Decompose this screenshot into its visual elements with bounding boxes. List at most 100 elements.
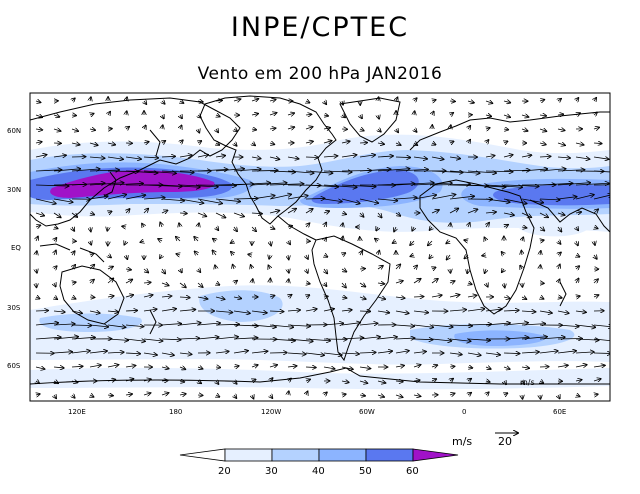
wind-vector-arrow-icon <box>410 255 414 256</box>
wind-vector-arrow-icon <box>557 170 585 171</box>
wind-vector-arrow-icon <box>377 311 389 313</box>
wind-vector-arrow-icon <box>395 281 403 283</box>
lat-label-30n: 30N <box>7 186 21 194</box>
wind-vector-arrow-icon <box>179 353 192 354</box>
wind-vector-arrow-icon <box>269 128 276 129</box>
wind-vector-arrow-icon <box>89 157 105 158</box>
wind-vector-arrow-icon <box>269 184 304 185</box>
wind-vector-arrow-icon <box>594 112 597 115</box>
wind-vector-arrow-icon <box>359 323 378 325</box>
wind-vector-arrow-icon <box>125 353 140 354</box>
wind-vector-arrow-icon <box>216 143 219 145</box>
wind-vector-arrow-icon <box>215 265 216 269</box>
wind-vector-arrow-icon <box>593 157 609 159</box>
wind-vector-arrow-icon <box>393 241 396 243</box>
wind-vector-arrow-icon <box>324 268 327 274</box>
wind-vector-arrow-icon <box>486 392 489 395</box>
wind-vector-arrow-icon <box>377 266 383 269</box>
wind-vector-arrow-icon <box>467 324 491 325</box>
wind-vector-arrow-icon <box>485 115 491 116</box>
reference-vector-value: 20 <box>498 435 512 448</box>
wind-vector-arrow-icon <box>143 309 157 311</box>
wind-vector-arrow-icon <box>89 129 95 130</box>
wind-vector-arrow-icon <box>252 379 256 381</box>
wind-vector-arrow-icon <box>414 265 417 269</box>
wind-vector-arrow-icon <box>251 99 258 101</box>
wind-vector-arrow-icon <box>341 155 357 157</box>
wind-vector-arrow-icon <box>341 367 353 369</box>
wind-vector-arrow-icon <box>72 227 74 231</box>
wind-vector-arrow-icon <box>485 101 493 103</box>
wind-vector-arrow-icon <box>323 211 329 213</box>
wind-vector-arrow-icon <box>233 265 234 270</box>
wind-vector-arrow-icon <box>540 297 544 299</box>
colorbar-segment-40-50 <box>318 448 367 462</box>
wind-vector-arrow-icon <box>593 338 610 342</box>
wind-vector-arrow-icon <box>140 241 144 242</box>
longitude-axis: 120E 180 120W 60W 0 60E <box>68 408 566 416</box>
wind-vector-arrow-icon <box>359 198 378 203</box>
map-frame <box>29 92 611 402</box>
wind-vector-arrow-icon <box>521 115 529 117</box>
wind-vector-arrow-icon <box>485 198 510 202</box>
wind-vector-arrow-icon <box>449 157 460 159</box>
wind-vector-arrow-icon <box>180 269 182 273</box>
wind-vector-arrow-icon <box>557 213 565 215</box>
wind-vector-arrow-icon <box>593 325 610 327</box>
wind-vector-arrow-icon <box>449 339 471 341</box>
wind-vector-arrow-icon <box>503 337 529 339</box>
wind-vector-arrow-icon <box>323 323 343 325</box>
wind-vector-arrow-icon <box>467 353 481 355</box>
wind-vector-arrow-icon <box>503 297 510 298</box>
wind-vector-arrow-icon <box>324 222 326 228</box>
wind-vector-arrow-icon <box>575 157 590 159</box>
wind-vector-arrow-icon <box>107 296 114 297</box>
wind-vector-arrow-icon <box>306 379 310 381</box>
wind-vector-arrow-icon <box>414 143 417 145</box>
lon-label-180: 180 <box>169 408 182 416</box>
wind-vector-arrow-icon <box>540 251 541 255</box>
wind-vector-arrow-icon <box>521 227 527 228</box>
wind-vector-arrow-icon <box>180 115 182 118</box>
wind-vector-arrow-icon <box>449 208 458 214</box>
wind-vector-arrow-icon <box>521 297 526 299</box>
wind-vector-arrow-icon <box>234 281 237 283</box>
wind-vector-arrow-icon <box>378 97 379 101</box>
wind-vector-arrow-icon <box>161 339 181 340</box>
wind-vector-arrow-icon <box>53 129 61 131</box>
wind-vector-arrow-icon <box>449 295 460 297</box>
coastline-north-america <box>199 95 337 225</box>
wind-vector-arrow-icon <box>377 169 410 172</box>
coastline-arabia-india <box>529 199 610 233</box>
wind-vector-arrow-icon <box>35 155 47 157</box>
wind-vector-arrow-icon <box>377 337 397 339</box>
wind-vector-arrow-icon <box>107 267 113 269</box>
wind-vector-arrow-icon <box>306 101 310 103</box>
wind-vector-arrow-icon <box>89 311 100 313</box>
wind-vector-arrow-icon <box>395 169 428 171</box>
wind-vector-arrow-icon <box>593 365 605 367</box>
wind-vector-arrow-icon <box>89 265 94 270</box>
wind-vector-arrow-icon <box>89 196 108 200</box>
wind-vector-arrow-icon <box>269 227 275 229</box>
wind-vector-arrow-icon <box>143 282 151 283</box>
wind-vector-arrow-icon <box>197 282 203 287</box>
wind-vector-arrow-icon <box>197 323 220 325</box>
wind-vector-arrow-icon <box>395 183 434 186</box>
wind-vector-arrow-icon <box>53 311 65 312</box>
colorbar-tick-20: 20 <box>218 466 231 477</box>
wind-vector-arrow-icon <box>413 279 421 284</box>
wind-vector-arrow-icon <box>395 157 410 158</box>
wind-vector-arrow-icon <box>594 241 595 245</box>
wind-vector-arrow-icon <box>36 394 40 395</box>
wind-vector-arrow-icon <box>468 140 470 143</box>
wind-vector-arrow-icon <box>287 325 310 326</box>
wind-vector-arrow-icon <box>125 279 132 283</box>
wind-vector-arrow-icon <box>414 111 415 115</box>
wind-vector-arrow-icon <box>72 265 75 269</box>
wind-vector-arrow-icon <box>144 101 146 104</box>
wind-vector-arrow-icon <box>467 171 496 173</box>
wind-vector-arrow-icon <box>162 141 165 143</box>
wind-vector-arrow-icon <box>413 351 426 353</box>
